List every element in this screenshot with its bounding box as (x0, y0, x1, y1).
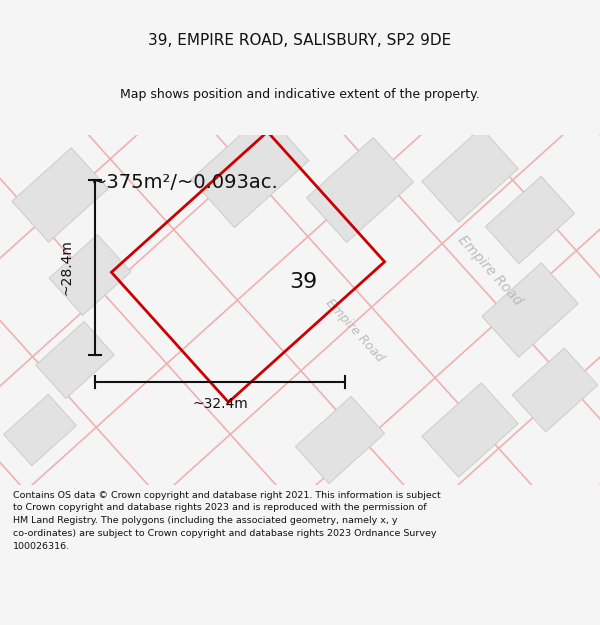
Polygon shape (485, 176, 575, 264)
Text: Empire Road: Empire Road (323, 296, 386, 364)
Polygon shape (295, 396, 385, 484)
Polygon shape (12, 148, 108, 242)
Polygon shape (49, 234, 131, 316)
Polygon shape (191, 112, 309, 228)
Polygon shape (482, 262, 578, 358)
Polygon shape (422, 127, 518, 222)
Text: Contains OS data © Crown copyright and database right 2021. This information is : Contains OS data © Crown copyright and d… (13, 491, 441, 551)
Text: ~375m²/~0.093ac.: ~375m²/~0.093ac. (91, 173, 279, 191)
Text: Map shows position and indicative extent of the property.: Map shows position and indicative extent… (120, 88, 480, 101)
Polygon shape (4, 394, 76, 466)
Polygon shape (36, 321, 114, 399)
Polygon shape (512, 348, 598, 432)
Text: Empire Road: Empire Road (455, 232, 525, 308)
Text: 39: 39 (289, 272, 317, 292)
Text: 39, EMPIRE ROAD, SALISBURY, SP2 9DE: 39, EMPIRE ROAD, SALISBURY, SP2 9DE (148, 33, 452, 48)
Polygon shape (422, 382, 518, 478)
Polygon shape (307, 138, 413, 242)
Text: ~32.4m: ~32.4m (192, 397, 248, 411)
Text: ~28.4m: ~28.4m (60, 239, 74, 296)
